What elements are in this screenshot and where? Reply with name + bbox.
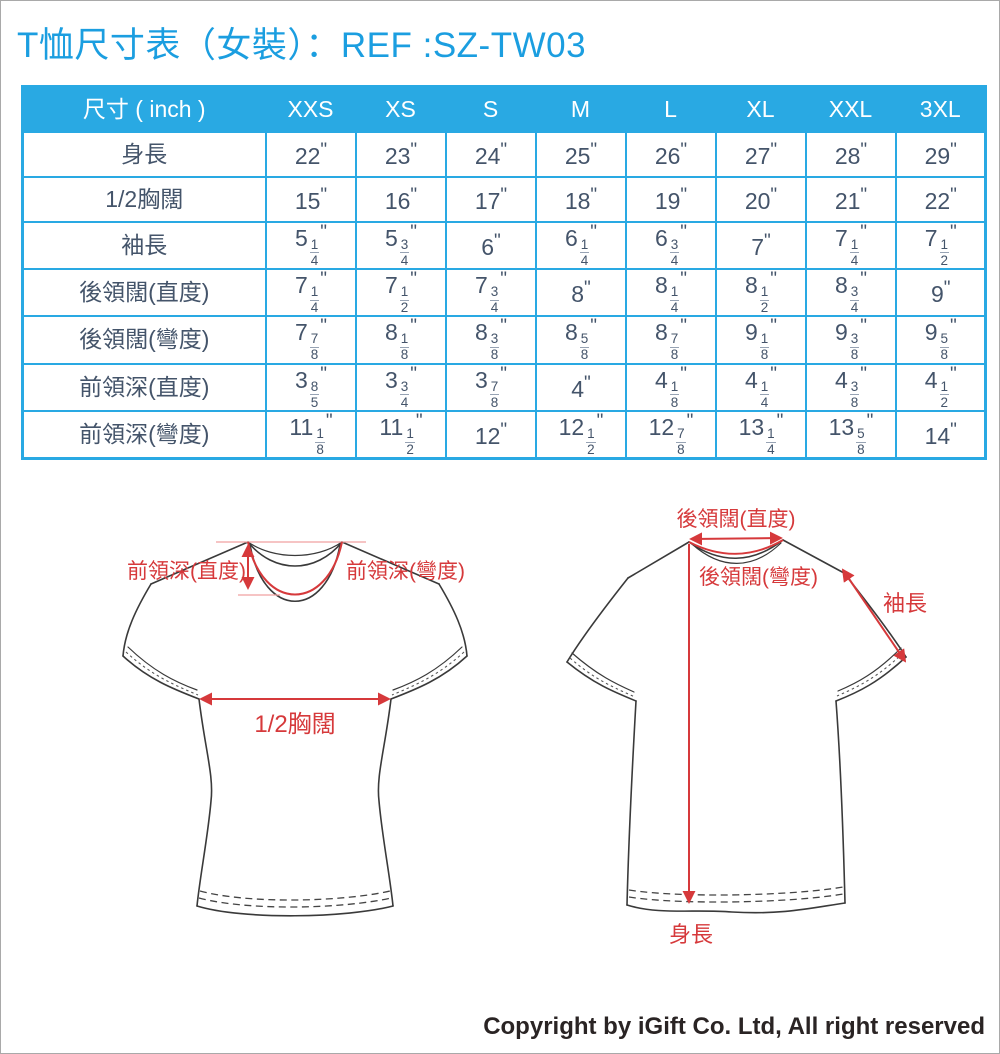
size-cell: 9 3 8 ": [804, 315, 897, 365]
size-cell: 21": [804, 175, 897, 223]
back-shirt-diagram: 後領闊(直度) 後領闊(彎度) 袖長 身長: [566, 508, 927, 947]
size-cell: 7 1 4 ": [264, 267, 357, 318]
size-cell: 14": [894, 409, 987, 460]
size-cell: 23": [354, 130, 447, 178]
size-cell: 25": [534, 130, 627, 178]
size-cell: 19": [624, 175, 717, 223]
size-table: 尺寸 ( inch ) XXS XS S M L XL XXL 3XL 身長 22" 23" 24" 2…: [21, 85, 987, 461]
size-cell: 4 3 8 ": [804, 362, 897, 412]
row-label: 後領闊(直度): [21, 267, 267, 318]
half-chest-label: 1/2胸闊: [254, 711, 335, 738]
column-header-xxs: XXS: [264, 85, 357, 133]
size-cell: 5 3 4 ": [354, 220, 447, 270]
row-label: 前領深(彎度): [21, 409, 267, 460]
size-cell: 12 1 2 ": [534, 409, 627, 460]
size-cell: 7 1 4 ": [804, 220, 897, 270]
sleeve-length-label: 袖長: [883, 591, 927, 616]
size-cell: 12": [444, 409, 537, 460]
size-cell: 6 3 4 ": [624, 220, 717, 270]
column-header-s: S: [444, 85, 537, 133]
size-cell: 8 3 4 ": [804, 267, 897, 318]
size-cell: 28": [804, 130, 897, 178]
size-cell: 22": [894, 175, 987, 223]
front-neck-curve-measure: [247, 541, 343, 596]
front-shirt-diagram: 前領深(直度) 前領深(彎度) 1/2胸闊: [122, 541, 468, 917]
size-cell: 8 3 8 ": [444, 315, 537, 365]
size-cell: 8 5 8 ": [534, 315, 627, 365]
size-cell: 11 1 2 ": [354, 409, 447, 460]
size-cell: 9": [894, 267, 987, 318]
front-shirt-drawing: 前領深(直度) 前領深(彎度) 1/2胸闊: [122, 541, 468, 917]
size-cell: 9 1 8 ": [714, 315, 807, 365]
size-cell: 27": [714, 130, 807, 178]
size-cell: 4 1 2 ": [894, 362, 987, 412]
row-label: 前領深(直度): [21, 362, 267, 412]
front-neck-depth-curve-label: 前領深(彎度): [346, 560, 465, 583]
table-row: 後領闊(彎度) 7 7 8 " 8 1 8 " 8 3 8 " 8 5 8 " 8 7 8 " 9 1 8 " 9 3 8 " 9 5 8 ": [21, 315, 987, 365]
size-cell: 26": [624, 130, 717, 178]
size-cell: 22": [264, 130, 357, 178]
table-row: 前領深(直度) 3 8 5 " 3 3 4 " 3 7 8 " 4" 4 1 8 " 4 1 4 " 4 3 8 " 4 1 2 ": [21, 362, 987, 412]
size-cell: 3 7 8 ": [444, 362, 537, 412]
size-unit-header: 尺寸 ( inch ): [21, 85, 267, 133]
front-neck-depth-straight-label: 前領深(直度): [127, 560, 246, 583]
size-cell: 4": [534, 362, 627, 412]
size-cell: 24": [444, 130, 537, 178]
column-header-xxl: XXL: [804, 85, 897, 133]
size-cell: 29": [894, 130, 987, 178]
size-cell: 4 1 8 ": [624, 362, 717, 412]
size-cell: 7": [714, 220, 807, 270]
row-label: 後領闊(彎度): [21, 315, 267, 365]
table-row: 身長 22" 23" 24" 25" 26" 27" 28" 29": [21, 130, 987, 178]
column-header-l: L: [624, 85, 717, 133]
body-length-label: 身長: [669, 922, 713, 947]
size-cell: 8 1 2 ": [714, 267, 807, 318]
size-cell: 18": [534, 175, 627, 223]
column-header-xl: XL: [714, 85, 807, 133]
page-title: T恤尺寸表（女裝）：REF :SZ-TW03: [17, 26, 587, 65]
size-cell: 11 1 8 ": [264, 409, 357, 460]
size-cell: 9 5 8 ": [894, 315, 987, 365]
table-row: 後領闊(直度) 7 1 4 " 7 1 2 " 7 3 4 " 8" 8 1 4 " 8 1 2 " 8 3 4 " 9": [21, 267, 987, 318]
size-cell: 15": [264, 175, 357, 223]
row-label: 袖長: [21, 220, 267, 270]
size-cell: 3 3 4 ": [354, 362, 447, 412]
size-cell: 13 1 4 ": [714, 409, 807, 460]
size-cell: 8 7 8 ": [624, 315, 717, 365]
size-cell: 6 1 4 ": [534, 220, 627, 270]
size-cell: 8 1 4 ": [624, 267, 717, 318]
back-neck-width-arrow: [689, 531, 783, 546]
size-cell: 12 7 8 ": [624, 409, 717, 460]
size-cell: 7 3 4 ": [444, 267, 537, 318]
back-shirt-drawing: 後領闊(直度) 後領闊(彎度) 袖長 身長: [566, 508, 927, 947]
column-header-m: M: [534, 85, 627, 133]
size-cell: 4 1 4 ": [714, 362, 807, 412]
size-cell: 7 7 8 ": [264, 315, 357, 365]
size-cell: 8": [534, 267, 627, 318]
table-row: 袖長 5 1 4 " 5 3 4 " 6" 6 1 4 " 6 3 4 " 7" 7 1 4 " 7 1 2 ": [21, 220, 987, 270]
row-label: 身長: [21, 130, 267, 178]
copyright-text: Copyright by iGift Co. Ltd, All right re…: [483, 1013, 985, 1040]
back-neck-straight-label: 後領闊(直度): [677, 508, 796, 531]
size-cell: 5 1 4 ": [264, 220, 357, 270]
size-cell: 3 8 5 ": [264, 362, 357, 412]
back-neck-curve-label: 後領闊(彎度): [699, 566, 818, 589]
row-label: 1/2胸闊: [21, 175, 267, 223]
size-table-header: 尺寸 ( inch ) XXS XS S M L XL XXL 3XL: [21, 85, 987, 133]
table-row: 1/2胸闊 15" 16" 17" 18" 19" 20" 21" 22": [21, 175, 987, 223]
size-cell: 20": [714, 175, 807, 223]
size-cell: 7 1 2 ": [354, 267, 447, 318]
column-header-xs: XS: [354, 85, 447, 133]
size-cell: 8 1 8 ": [354, 315, 447, 365]
size-cell: 16": [354, 175, 447, 223]
size-cell: 6": [444, 220, 537, 270]
sleeve-length-arrow: [841, 568, 907, 663]
column-header-3xl: 3XL: [894, 85, 987, 133]
table-row: 前領深(彎度) 11 1 8 " 11 1 2 " 12" 12 1 2 " 12 7 8 " 13 1 4 " 13 5 8 "…: [21, 409, 987, 460]
size-cell: 7 1 2 ": [894, 220, 987, 270]
size-cell: 17": [444, 175, 537, 223]
back-neck-curve-measure: [688, 539, 784, 555]
size-cell: 13 5 8 ": [804, 409, 897, 460]
